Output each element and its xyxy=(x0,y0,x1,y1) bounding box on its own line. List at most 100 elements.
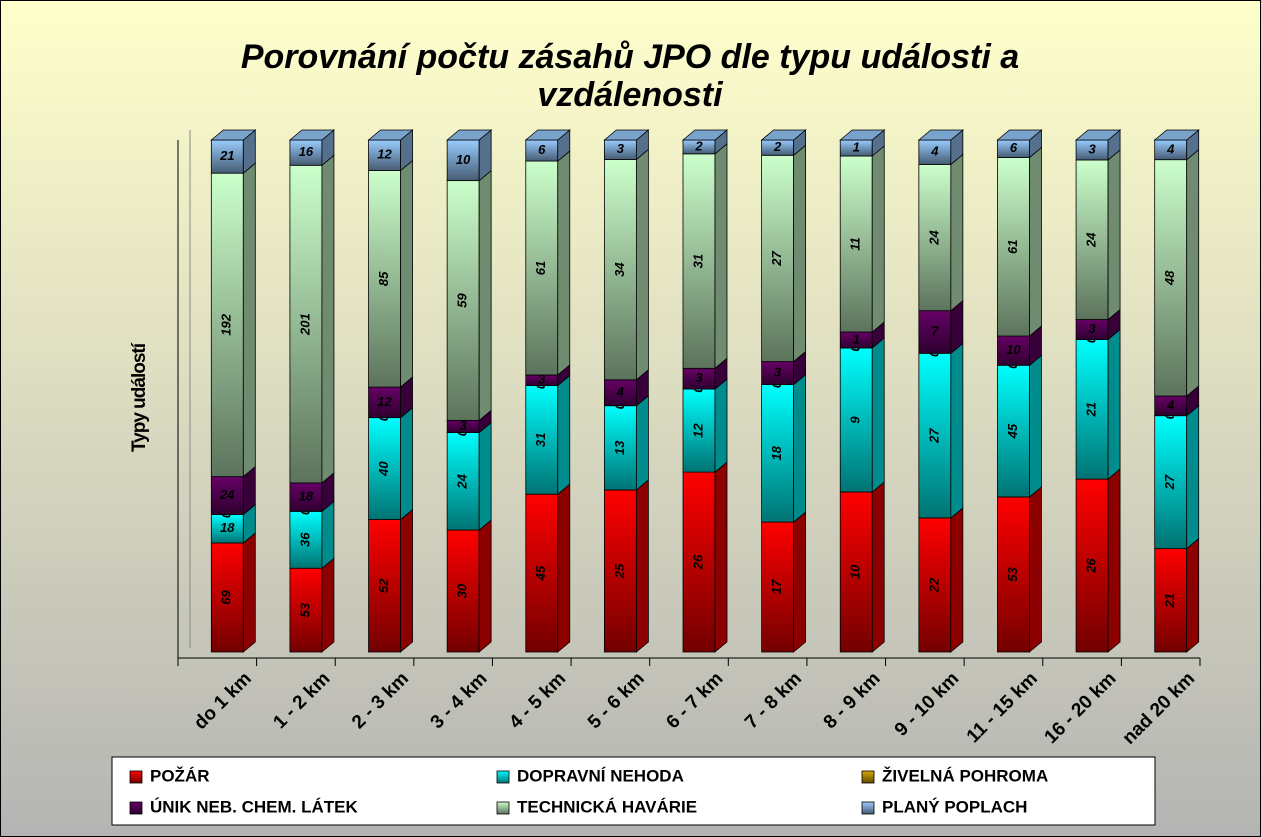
value-label: 12 xyxy=(377,147,392,162)
bar-top xyxy=(1074,129,1122,141)
value-label: 17 xyxy=(769,579,784,594)
bar-side xyxy=(871,337,885,493)
value-label: 13 xyxy=(612,440,627,455)
legend-swatch xyxy=(496,770,510,784)
bar-segment xyxy=(761,154,795,363)
value-label: 45 xyxy=(533,565,548,581)
bar-side xyxy=(1107,328,1121,480)
bar-side xyxy=(714,378,728,473)
bar-segment xyxy=(368,139,401,171)
value-label: 3 xyxy=(538,372,546,387)
bar-top xyxy=(524,129,571,141)
bar-side xyxy=(321,500,335,570)
value-label: 30 xyxy=(455,583,470,598)
bar-segment xyxy=(368,386,401,419)
value-label: 3 xyxy=(617,141,625,156)
value-label: 10 xyxy=(456,152,471,167)
bar-side xyxy=(714,461,728,653)
bar-segment xyxy=(997,496,1030,653)
bar-segment xyxy=(603,405,637,491)
bar-segment xyxy=(682,153,716,369)
bar-side xyxy=(321,154,335,484)
value-label: 4 xyxy=(616,384,625,399)
value-label: 27 xyxy=(769,250,784,266)
bar-segment xyxy=(289,567,323,653)
bar-side xyxy=(871,481,885,653)
legend-box xyxy=(111,756,1156,826)
bar-side xyxy=(400,159,413,388)
value-label: 11 xyxy=(848,237,863,251)
bar-segment xyxy=(1075,478,1109,653)
bar-side xyxy=(242,162,256,478)
bar-top xyxy=(681,129,729,141)
bar-side xyxy=(635,479,649,653)
value-label: 3 xyxy=(460,418,468,433)
legend-label: DOPRAVNÍ NEHODA xyxy=(517,766,684,785)
legend-label: ÚNIK NEB. CHEM. LÁTEK xyxy=(150,797,359,816)
value-label: 21 xyxy=(1084,402,1099,417)
bar-side xyxy=(635,148,649,381)
bar-side xyxy=(635,394,649,491)
bar-side xyxy=(557,150,571,376)
bar-segment xyxy=(525,493,559,653)
value-label: 31 xyxy=(690,254,705,268)
bar-top xyxy=(446,129,493,141)
bar-side xyxy=(1107,149,1121,321)
value-label: 9 xyxy=(848,416,863,424)
bar-segment xyxy=(682,471,716,653)
value-label: 24 xyxy=(455,473,470,489)
bar-side xyxy=(321,557,335,653)
value-label: 10 xyxy=(1006,342,1021,357)
bar-side xyxy=(1029,354,1042,498)
value-label: 6 xyxy=(538,142,546,157)
bar-top xyxy=(917,129,964,141)
legend-label: ŽIVELNÁ POHROMA xyxy=(882,766,1048,785)
value-label: 21 xyxy=(1162,593,1177,608)
bar-segment xyxy=(761,521,795,653)
legend-swatch xyxy=(129,801,143,815)
value-label: 24 xyxy=(1084,232,1099,248)
value-label: 69 xyxy=(219,589,234,604)
value-label: 36 xyxy=(297,532,312,547)
value-label: 3 xyxy=(1088,141,1096,156)
value-label: 201 xyxy=(297,313,312,336)
bar-segment xyxy=(839,491,873,653)
value-label: 31 xyxy=(533,433,548,447)
bar-side xyxy=(714,142,728,370)
bar-side xyxy=(557,483,571,653)
value-label: 26 xyxy=(690,554,705,570)
legend-swatch xyxy=(496,801,510,815)
bar-side xyxy=(1029,146,1042,337)
bar-side xyxy=(478,421,492,531)
value-label: 4 xyxy=(930,144,939,159)
bar-side xyxy=(871,145,885,333)
value-label: 24 xyxy=(926,230,941,246)
bar-top xyxy=(760,129,807,141)
value-label: 34 xyxy=(612,262,627,277)
bar-segment xyxy=(210,139,244,174)
bar-top xyxy=(1153,129,1200,141)
bar-segment xyxy=(289,482,323,512)
value-label: 3 xyxy=(774,365,782,380)
value-label: 2 xyxy=(694,138,703,153)
bar-top xyxy=(367,129,414,141)
value-label: 6 xyxy=(1010,140,1018,155)
bar-segment xyxy=(368,519,401,653)
legend-label: TECHNICKÁ HAVÁRIE xyxy=(517,797,697,816)
bar-segment xyxy=(918,163,952,312)
bar-side xyxy=(793,373,807,523)
legend-swatch xyxy=(129,770,143,784)
legend-label: PLANÝ POPLACH xyxy=(882,797,1027,816)
value-label: 18 xyxy=(299,489,314,504)
y-axis-label: Typy událostí xyxy=(129,342,150,452)
legend-swatch xyxy=(861,801,875,815)
value-label: 48 xyxy=(1162,270,1177,286)
legend-swatch xyxy=(861,770,875,784)
bar-side xyxy=(950,507,964,653)
bar-side xyxy=(557,374,571,496)
value-label: 52 xyxy=(376,578,391,593)
chart-title: Porovnání počtu zásahů JPO dle typu udál… xyxy=(240,38,1020,114)
bar-segment xyxy=(1154,415,1188,550)
bar-segment xyxy=(289,164,323,484)
